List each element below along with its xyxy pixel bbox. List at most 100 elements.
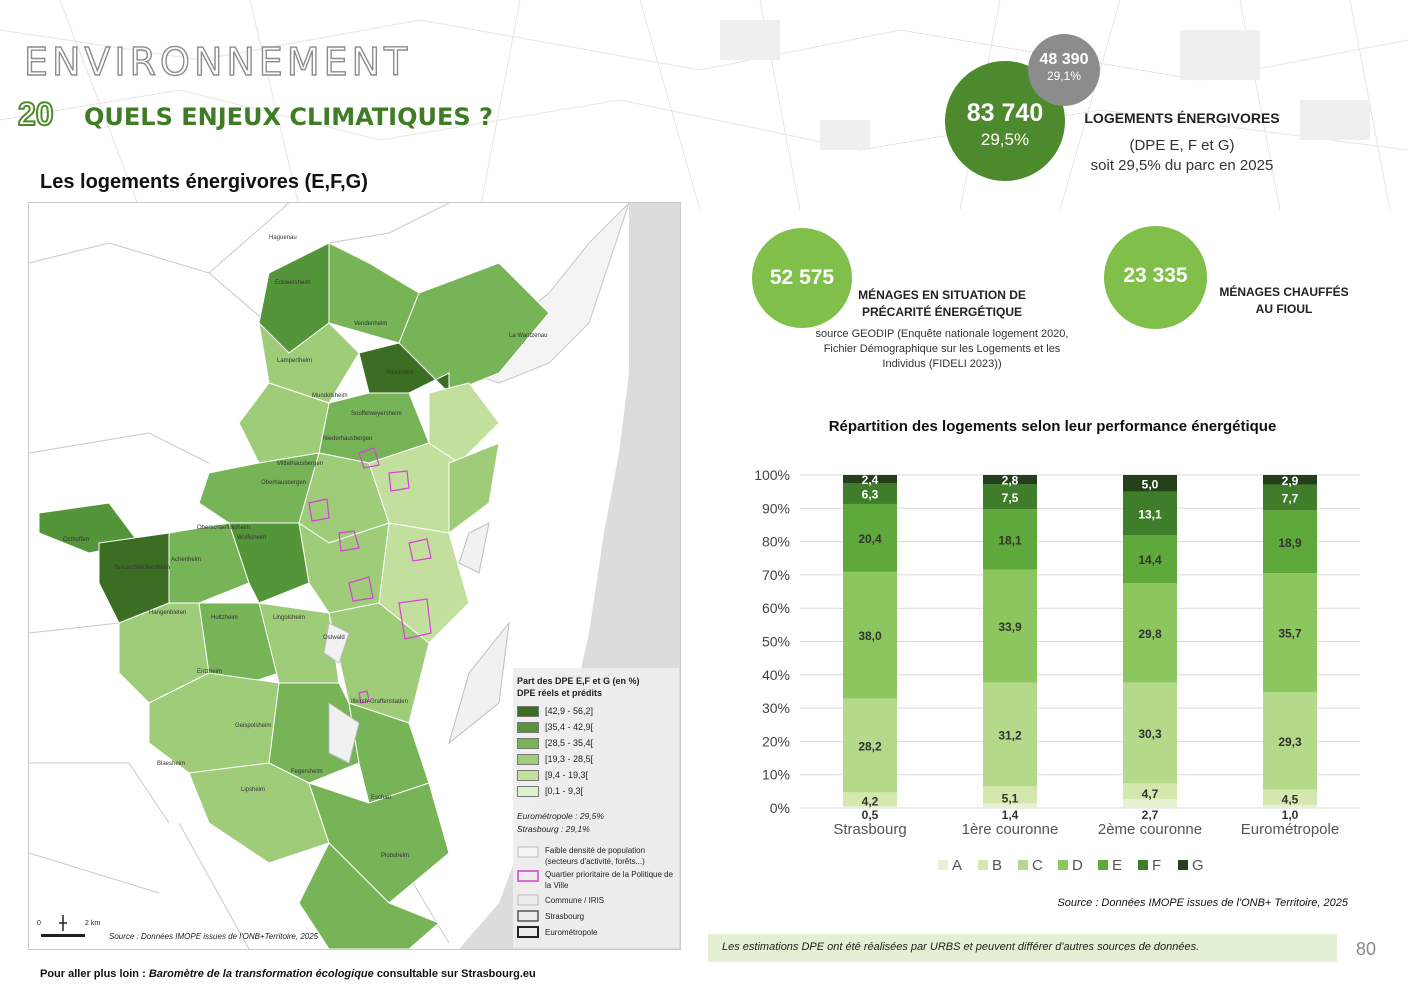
section-subtitle: QUELS ENJEUX CLIMATIQUES ? — [84, 103, 493, 131]
legend-swatch-a — [938, 860, 948, 870]
bar-segment-g — [983, 475, 1037, 485]
legend-class: [28,5 - 35,4[ — [517, 737, 594, 750]
legend-swatch-e — [1098, 860, 1108, 870]
place-label: Eschau — [371, 795, 392, 801]
bar-segment-g — [1263, 475, 1317, 485]
legend-low-density: Faible densité de population (secteurs d… — [545, 846, 646, 866]
legend-commune: Commune / IRIS — [545, 896, 605, 905]
legend-class-label: [28,5 - 35,4[ — [545, 738, 594, 748]
data-label: 33,9 — [998, 620, 1022, 634]
kpi-precarite-label: MÉNAGES EN SITUATION DE PRÉCARITÉ ÉNERGÉ… — [858, 288, 1026, 319]
place-label: Achenheim — [171, 557, 202, 563]
kpi-fioul-circle: 23 335 — [1104, 226, 1207, 329]
place-label: Niederhausbergen — [323, 436, 373, 442]
place-label: Fegersheim — [291, 769, 323, 775]
data-label: 31,2 — [998, 728, 1022, 742]
bar-segment-d — [843, 571, 897, 699]
bar-segment-g — [843, 475, 897, 483]
place-label: Souffelweyersheim — [351, 411, 402, 417]
data-label: 4,2 — [862, 794, 879, 808]
chart-title: Répartition des logements selon leur per… — [828, 418, 1277, 435]
bar-segment-c — [1123, 682, 1177, 784]
y-tick-label: 10% — [762, 767, 790, 783]
chart-source: Source : Données IMOPE issues de l'ONB+ … — [1057, 897, 1348, 909]
bar-segment-c — [1263, 692, 1317, 790]
data-label: 5,1 — [1002, 791, 1019, 805]
data-label: 0,5 — [862, 808, 879, 822]
legend-label: G — [1192, 857, 1204, 874]
place-label: Reichstett — [387, 370, 414, 376]
y-tick-label: 70% — [762, 567, 790, 583]
legend-swatch — [517, 722, 539, 734]
bar-segment-f — [983, 484, 1037, 510]
legend-strasbourg-outline: Strasbourg — [545, 912, 585, 921]
kpi-fioul-label: MÉNAGES CHAUFFÉS AU FIOUL — [1219, 285, 1349, 316]
legend-qpv: Quartier prioritaire de la Politique de … — [545, 870, 674, 890]
y-tick-label: 0% — [770, 800, 790, 816]
scale-bar — [41, 934, 85, 937]
kpi-secondary-value: 48 390 — [1039, 51, 1089, 68]
data-label: 1,4 — [1002, 808, 1019, 822]
place-label: Osthoffen — [63, 537, 89, 543]
bar-segment-d — [1263, 573, 1317, 693]
legend-swatch-g — [1178, 860, 1188, 870]
place-label: Mundolsheim — [312, 393, 348, 399]
place-label: Holtzheim — [211, 615, 238, 621]
bar-segment-b — [843, 792, 897, 807]
legend-swatch-d — [1058, 860, 1068, 870]
bar-segment-c — [843, 698, 897, 793]
place-label: Lipsheim — [241, 787, 266, 793]
place-label: Lingolsheim — [273, 615, 306, 621]
legend-label: B — [992, 857, 1002, 874]
legend-swatch — [517, 738, 539, 750]
y-tick-label: 60% — [762, 600, 790, 616]
data-label: 20,4 — [858, 532, 882, 546]
legend-class-label: [42,9 - 56,2] — [545, 706, 594, 716]
bar-segment-c — [983, 682, 1037, 787]
map-source: Source : Données IMOPE issues de l'ONB+T… — [109, 932, 319, 941]
kpi-main-sub2: soit 29,5% du parc en 2025 — [1090, 157, 1274, 174]
x-category-label: 1ère couronne — [962, 821, 1059, 838]
map-title: Les logements énergivores (E,F,G) — [40, 171, 368, 193]
kpi-main-label: LOGEMENTS ÉNERGIVORES — [1084, 110, 1280, 126]
map-legend: Part des DPE E,F et G (en %) DPE réels e… — [513, 668, 679, 948]
y-tick-label: 90% — [762, 500, 790, 516]
kpi-main-pct: 29,5% — [980, 130, 1030, 149]
north-arrow-icon — [59, 915, 67, 931]
further-suffix: consultable sur Strasbourg.eu — [376, 968, 536, 980]
data-label: 35,7 — [1278, 627, 1302, 641]
kpi-secondary-circle: 48 390 29,1% — [1028, 34, 1100, 106]
y-tick-label: 80% — [762, 534, 790, 550]
legend-label: A — [952, 857, 962, 874]
data-label: 38,0 — [858, 629, 882, 643]
legend-class: [0,1 - 9,3[ — [517, 785, 584, 798]
place-label: Mittelhausbergen — [277, 461, 324, 467]
legend-class-label: [0,1 - 9,3[ — [545, 786, 584, 796]
bar-segment-d — [983, 569, 1037, 683]
kpi-secondary-pct: 29,1% — [1046, 69, 1082, 83]
legend-swatch-f — [1138, 860, 1148, 870]
y-tick-label: 50% — [762, 634, 790, 650]
legend-class: [19,3 - 28,5[ — [517, 753, 593, 766]
bar-segment-a — [983, 803, 1037, 808]
data-label: 7,7 — [1282, 491, 1299, 505]
bar-segment-f — [1123, 491, 1177, 536]
place-label: Vendenheim — [354, 321, 388, 327]
x-category-label: Eurométropole — [1241, 821, 1339, 838]
data-label: 29,8 — [1138, 627, 1162, 641]
legend-class: [35,4 - 42,9[ — [517, 721, 593, 734]
place-label: Ostwald — [323, 635, 345, 641]
bar-segment-d — [1123, 583, 1177, 683]
data-label: 2,8 — [1002, 474, 1019, 488]
data-label: 1,0 — [1282, 808, 1299, 822]
x-category-label: Strasbourg — [833, 821, 906, 838]
background-map-texture — [0, 0, 1408, 210]
place-label: Eckwersheim — [275, 280, 311, 286]
data-label: 6,3 — [862, 487, 879, 501]
data-label: 13,1 — [1138, 507, 1162, 521]
further-link[interactable]: Baromètre de la transformation écologiqu… — [148, 968, 374, 980]
legend-label: D — [1072, 857, 1083, 874]
data-label: 2,7 — [1142, 808, 1159, 822]
map-drawing — [29, 203, 680, 949]
legend-label: C — [1032, 857, 1043, 874]
